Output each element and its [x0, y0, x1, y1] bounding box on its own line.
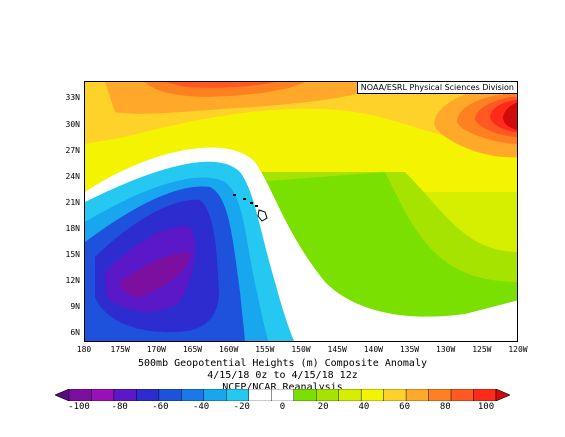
colorbar-swatch	[203, 389, 227, 401]
colorbar-label: -20	[233, 402, 250, 412]
colorbar-swatch	[158, 389, 182, 401]
anomaly-contour-map	[85, 82, 517, 341]
colorbar-label: 80	[439, 402, 451, 412]
latitude-label: 27N	[65, 145, 80, 155]
colorbar-swatch	[248, 389, 272, 401]
longitude-label: 150W	[291, 345, 311, 354]
contour-purple	[120, 252, 190, 297]
longitude-label: 155W	[255, 345, 275, 354]
latitude-label: 33N	[65, 93, 80, 103]
island-big-island	[257, 209, 268, 222]
colorbar-swatch	[473, 389, 497, 401]
latitude-label: 6N	[70, 328, 80, 338]
longitude-label: 180	[76, 345, 92, 354]
map-panel: NOAA/ESRL Physical Sciences Division	[84, 81, 518, 342]
colorbar-label: -40	[192, 402, 210, 412]
longitude-label: 160W	[219, 345, 239, 354]
longitude-label: 120W	[508, 345, 528, 354]
colorbar-label: 60	[399, 402, 411, 412]
latitude-label: 18N	[65, 223, 80, 233]
longitude-label: 130W	[436, 345, 456, 354]
colorbar-swatch	[136, 389, 160, 401]
credit-label: NOAA/ESRL Physical Sciences Division	[356, 82, 517, 94]
latitude-label: 21N	[65, 197, 80, 207]
map-title: 500mb Geopotential Heights (m) Composite…	[138, 358, 427, 369]
longitude-label: 125W	[472, 345, 492, 354]
colorbar-label: -60	[152, 402, 169, 412]
colorbar-swatch	[428, 389, 452, 401]
latitude-label: 12N	[65, 276, 80, 286]
colorbar-swatch	[293, 389, 317, 401]
latitude-label: 15N	[65, 250, 80, 259]
colorbar-swatch	[405, 389, 429, 401]
colorbar-label: 40	[358, 402, 370, 412]
colorbar-swatch	[316, 389, 339, 401]
island-oahu	[243, 198, 246, 200]
colorbar-left-arrow	[55, 389, 70, 401]
colorbar-swatch	[181, 389, 205, 401]
colorbar-swatch	[68, 389, 92, 401]
contour-redorange	[165, 82, 275, 88]
colorbar	[55, 389, 510, 401]
colorbar-swatch	[226, 389, 249, 401]
hawaii-islands	[233, 194, 268, 222]
colorbar-label: 0	[279, 402, 286, 412]
longitude-label: 145W	[327, 345, 347, 354]
colorbar-swatch	[271, 389, 294, 401]
latitude-label: 30N	[65, 119, 80, 129]
colorbar-swatch	[338, 389, 362, 401]
contour-east-darkred	[503, 102, 517, 130]
longitude-label: 175W	[110, 345, 130, 354]
colorbar-label: -100	[68, 402, 90, 412]
longitude-label: 170W	[146, 345, 166, 354]
latitude-label: 24N	[65, 171, 80, 181]
colorbar-label: -80	[111, 402, 128, 412]
island-maui	[255, 205, 258, 207]
longitude-label: 140W	[363, 345, 383, 354]
latitude-label: 9N	[70, 302, 80, 312]
longitude-label: 165W	[182, 345, 203, 354]
colorbar-label: 20	[317, 402, 329, 412]
colorbar-right-arrow	[495, 389, 510, 401]
longitude-label: 135W	[399, 345, 420, 354]
map-date-range: 4/15/18 0z to 4/15/18 12z	[207, 370, 358, 381]
colorbar-swatch	[113, 389, 137, 401]
colorbar-swatch	[91, 389, 115, 401]
island-molokai	[250, 202, 253, 204]
data-source: NCEP/NCAR Reanalysis	[222, 382, 343, 393]
colorbar-swatch	[450, 389, 474, 401]
colorbar-swatch	[360, 389, 384, 401]
colorbar-label: 100	[477, 402, 495, 412]
island-kauai	[233, 194, 236, 196]
colorbar-swatch	[383, 389, 407, 401]
